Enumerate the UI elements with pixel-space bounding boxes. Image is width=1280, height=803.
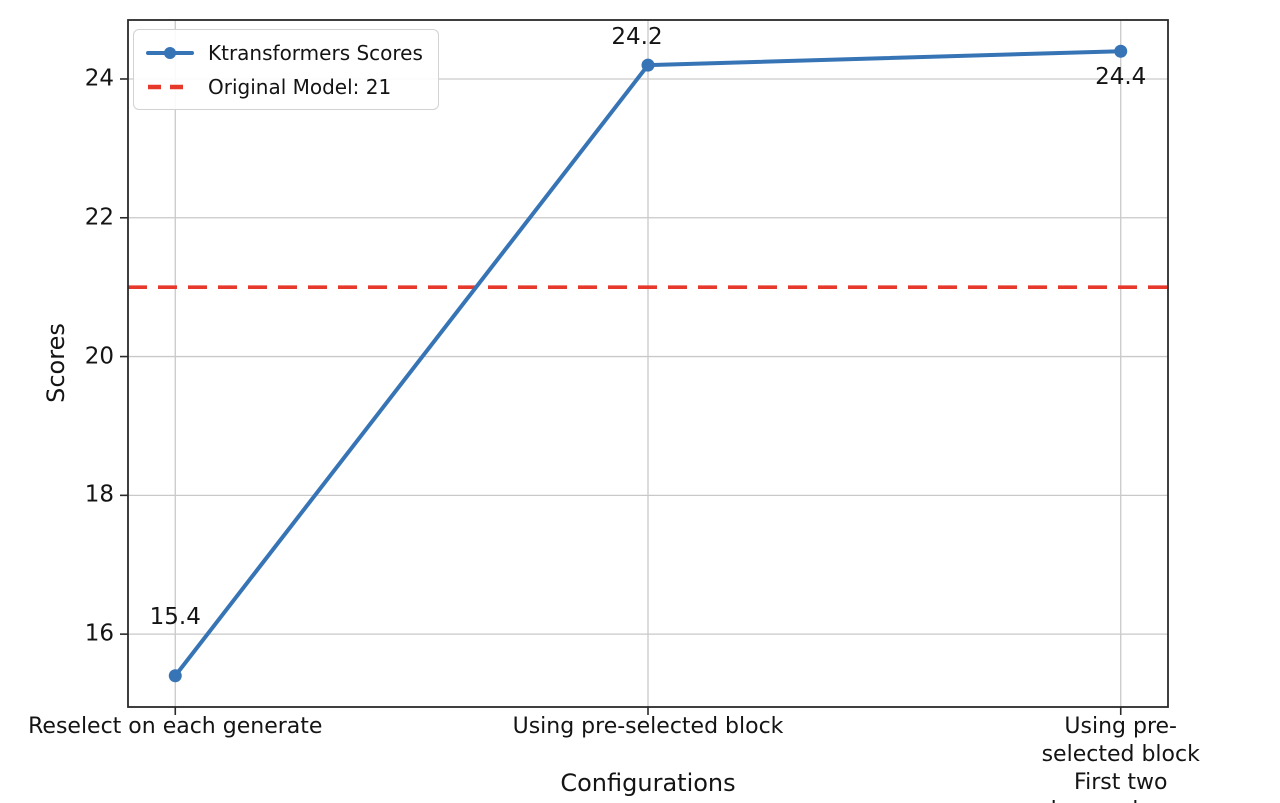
x-tick-label: Reselect on each generate: [28, 714, 323, 739]
y-tick-label: 16: [84, 620, 114, 647]
y-axis-title: Scores: [42, 323, 70, 403]
legend: Ktransformers Scores Original Model: 21: [133, 29, 439, 110]
data-point-marker: [641, 58, 655, 72]
x-axis-title: Configurations: [560, 769, 736, 797]
y-tick-label: 18: [84, 481, 114, 508]
data-point-label: 24.4: [1095, 64, 1147, 91]
line-marker-swatch-icon: [146, 46, 194, 59]
data-point-marker: [168, 669, 182, 683]
dashed-line-swatch-icon: [148, 84, 192, 89]
y-tick-label: 22: [84, 204, 114, 231]
legend-label: Ktransformers Scores: [208, 40, 423, 65]
x-tick-label: Using pre-selected block: [512, 714, 784, 739]
y-tick-label: 24: [84, 65, 114, 92]
legend-item-original-model: Original Model: 21: [146, 73, 423, 100]
x-tick-label: Using pre-selected block First two layer…: [1041, 714, 1200, 803]
legend-label: Original Model: 21: [208, 74, 392, 99]
legend-item-ktransformers-scores: Ktransformers Scores: [146, 39, 423, 66]
data-point-label: 24.2: [611, 24, 663, 51]
data-point-label: 15.4: [149, 603, 201, 630]
y-tick-label: 20: [84, 343, 114, 370]
data-point-marker: [1114, 44, 1128, 58]
